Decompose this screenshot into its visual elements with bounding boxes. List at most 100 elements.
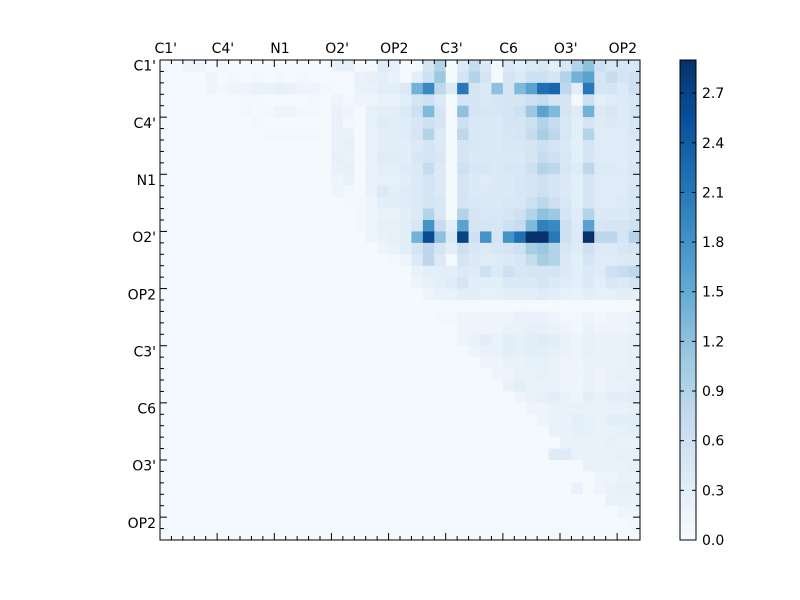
heatmap-cell: [480, 357, 492, 369]
heatmap-cell: [502, 254, 515, 267]
heatmap-cell: [160, 82, 172, 95]
heatmap-cell: [205, 220, 218, 232]
heatmap-cell: [628, 117, 641, 129]
heatmap-cell: [422, 380, 435, 392]
heatmap-cell: [411, 345, 424, 358]
heatmap-cell: [262, 71, 275, 84]
heatmap-cell: [525, 140, 538, 152]
heatmap-cell: [560, 357, 572, 369]
heatmap-cell: [434, 197, 447, 209]
heatmap-cell: [457, 391, 469, 404]
heatmap-cell: [388, 60, 401, 72]
heatmap-cell: [468, 460, 481, 472]
heatmap-cell: [365, 265, 378, 278]
colorbar: [679, 59, 697, 541]
heatmap-cell: [262, 288, 275, 301]
heatmap-cell: [594, 368, 607, 381]
heatmap-cell: [194, 208, 207, 221]
heatmap-cell: [160, 437, 172, 449]
heatmap-cell: [571, 357, 584, 369]
heatmap-cell: [228, 517, 241, 529]
heatmap-cell: [422, 505, 435, 518]
heatmap-cell: [342, 140, 355, 152]
heatmap-cell: [354, 220, 367, 232]
heatmap-cell: [285, 425, 298, 438]
heatmap-cell: [422, 448, 435, 461]
heatmap-cell: [571, 220, 584, 232]
heatmap-cell: [445, 402, 458, 415]
heatmap-cell: [240, 402, 252, 415]
heatmap-cell: [617, 174, 629, 187]
x-axis-tick-labels: C1' C4' N1 O2' OP2 C3' C6 O3' OP2: [154, 41, 637, 57]
heatmap-cell: [400, 391, 412, 404]
heatmap-cell: [171, 128, 184, 141]
heatmap-cell: [342, 197, 355, 209]
heatmap-cell: [182, 288, 195, 301]
heatmap-cell: [445, 82, 458, 95]
heatmap-cell: [422, 300, 435, 312]
heatmap-cell: [422, 437, 435, 449]
heatmap-cell: [571, 162, 584, 175]
heatmap-cell: [171, 220, 184, 232]
heatmap-cell: [480, 482, 492, 495]
heatmap-cell: [537, 380, 549, 392]
heatmap-cell: [228, 448, 241, 461]
heatmap-cell: [240, 517, 252, 529]
heatmap-cell: [274, 277, 287, 289]
heatmap-cell: [468, 334, 481, 347]
heatmap-cell: [297, 220, 309, 232]
heatmap-cell: [251, 402, 264, 415]
heatmap-cell: [228, 482, 241, 495]
heatmap-cell: [285, 185, 298, 198]
heatmap-cell: [205, 231, 218, 244]
heatmap-cell: [537, 231, 549, 244]
heatmap-cell: [194, 128, 207, 141]
heatmap-cell: [342, 505, 355, 518]
heatmap-cell: [377, 242, 389, 255]
heatmap-cell: [160, 311, 172, 324]
heatmap-cell: [514, 208, 527, 221]
heatmap-cell: [502, 528, 515, 541]
heatmap-cell: [457, 460, 469, 472]
heatmap-cell: [434, 254, 447, 267]
heatmap-cell: [285, 357, 298, 369]
heatmap-cell: [594, 494, 607, 507]
heatmap-cell: [240, 60, 252, 72]
heatmap-cell: [182, 197, 195, 209]
heatmap-cell: [228, 288, 241, 301]
heatmap-cell: [297, 105, 309, 118]
heatmap-cell: [228, 220, 241, 232]
heatmap-cell: [171, 391, 184, 404]
heatmap-cell: [468, 505, 481, 518]
heatmap-cell: [468, 185, 481, 198]
heatmap-cell: [468, 414, 481, 427]
heatmap-cell: [480, 448, 492, 461]
heatmap-cell: [491, 334, 504, 347]
heatmap-cell: [571, 517, 584, 529]
heatmap-cell: [194, 220, 207, 232]
heatmap-cell: [228, 242, 241, 255]
heatmap-cell: [422, 174, 435, 187]
heatmap-cell: [182, 208, 195, 221]
heatmap-cell: [228, 162, 241, 175]
heatmap-cell: [274, 197, 287, 209]
heatmap-cell: [502, 60, 515, 72]
heatmap-cell: [285, 345, 298, 358]
heatmap-cell: [365, 242, 378, 255]
heatmap-cell: [617, 425, 629, 438]
heatmap-cell: [205, 71, 218, 84]
heatmap-cell: [605, 345, 618, 358]
heatmap-cell: [274, 94, 287, 107]
heatmap-cell: [525, 117, 538, 129]
heatmap-cell: [308, 128, 321, 141]
heatmap-cell: [548, 242, 561, 255]
heatmap-cell: [320, 231, 332, 244]
heatmap-cell: [537, 322, 549, 335]
heatmap-cell: [331, 128, 344, 141]
heatmap-cell: [297, 162, 309, 175]
heatmap-cell: [297, 311, 309, 324]
heatmap-cell: [537, 471, 549, 484]
heatmap-cell: [491, 528, 504, 541]
heatmap-cell: [594, 208, 607, 221]
heatmap-cell: [342, 94, 355, 107]
